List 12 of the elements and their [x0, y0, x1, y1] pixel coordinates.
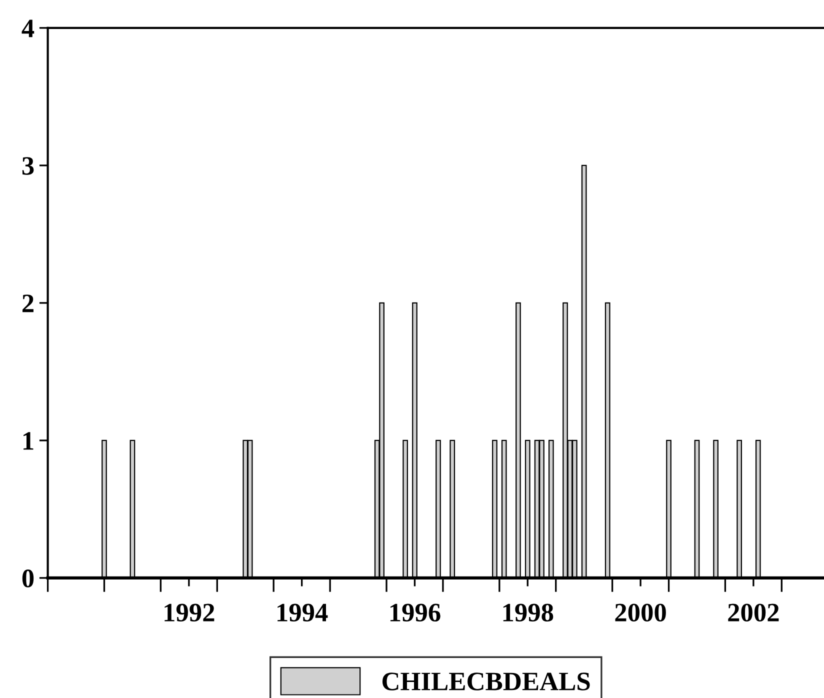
y-tick-label: 2	[22, 294, 34, 312]
x-tick-label: 1994	[278, 604, 328, 622]
x-tick-label: 1992	[164, 604, 214, 622]
x-tick-label: 1996	[390, 604, 440, 622]
x-tick-label: 1998	[503, 604, 554, 622]
y-tick-label: 0	[22, 570, 34, 588]
x-tick-label: 2002	[728, 604, 779, 622]
legend-label: CHILECBDEALS	[382, 672, 590, 690]
y-tick-label: 4	[22, 20, 34, 38]
x-tick-label: 2000	[615, 604, 666, 622]
y-tick-label: 3	[22, 157, 34, 175]
y-tick-label: 1	[24, 432, 34, 450]
